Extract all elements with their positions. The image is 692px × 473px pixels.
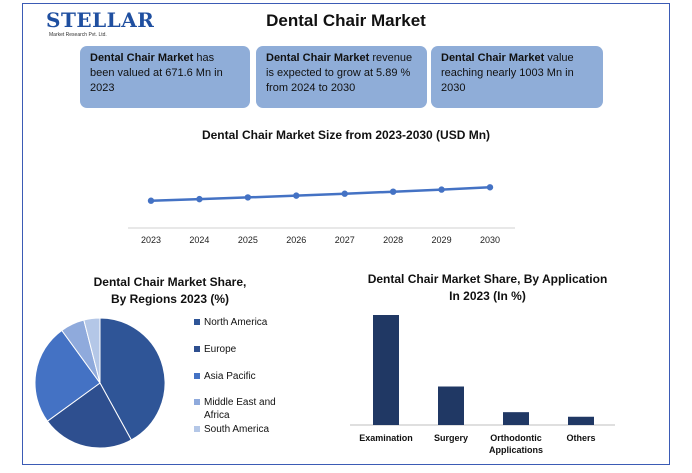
x-tick-2025: 2025: [238, 235, 258, 245]
pie-title-line-2: By Regions 2023 (%): [110, 292, 230, 306]
page-title: Dental Chair Market: [266, 11, 426, 30]
bar-category-label: Applications: [489, 445, 543, 455]
pie-slice-north-america: [99, 317, 166, 441]
pie-slice-asia-pacific: [34, 329, 101, 422]
x-tick-2023: 2023: [141, 235, 161, 245]
info-card-valuation: Dental Chair Market has been valued at 6…: [80, 46, 250, 108]
bar-others: [568, 416, 594, 425]
legend-label: Europe: [204, 344, 237, 355]
bar-orthodontic-applications: [503, 412, 529, 425]
legend-item: South America: [194, 423, 294, 436]
info-card-text: value reaching nearly 1003 Mn in 2030: [441, 52, 574, 94]
infographic-frame: [22, 3, 670, 465]
bar-title-line-2: In 2023 (In %): [449, 289, 526, 303]
info-card-forecast: Dental Chair Market value reaching nearl…: [431, 46, 603, 108]
line-point-2028: [389, 188, 397, 195]
legend-item: Europe: [194, 343, 294, 356]
pie-title-line-1: Dental Chair Market Share,: [93, 275, 247, 289]
line-point-2030: [486, 184, 494, 191]
company-logo: STELLAR Market Research Pvt. Ltd.: [46, 8, 154, 44]
legend-label: South America: [204, 424, 270, 435]
x-tick-2024: 2024: [189, 235, 209, 245]
x-tick-2029: 2029: [432, 235, 452, 245]
info-card-text: has been valued at 671.6 Mn in 2023: [90, 52, 223, 94]
bar-category-label: Surgery: [434, 433, 468, 443]
bar-category-label: Examination: [359, 433, 413, 443]
legend-swatch: [194, 426, 200, 432]
legend-swatch: [194, 373, 200, 379]
x-tick-2030: 2030: [480, 235, 500, 245]
info-card-bold: Dental Chair Market: [90, 52, 194, 64]
legend-swatch: [194, 399, 200, 405]
x-tick-2028: 2028: [383, 235, 403, 245]
legend-swatch: [194, 346, 200, 352]
info-card-growth: Dental Chair Market revenue is expected …: [256, 46, 427, 108]
legend-swatch: [194, 319, 200, 325]
legend-label: Middle East and Africa: [204, 397, 276, 421]
pie-chart-title: Dental Chair Market Share, By Regions 20…: [70, 274, 270, 308]
logo-text: STELLAR: [46, 8, 155, 32]
x-tick-2026: 2026: [286, 235, 306, 245]
bar-title-line-1: Dental Chair Market Share, By Applicatio…: [367, 272, 608, 286]
pie-slice-south-america: [83, 317, 101, 384]
bar-category-label: Orthodontic: [490, 433, 542, 443]
line-point-2024: [196, 195, 203, 203]
pie-slice-europe: [46, 382, 132, 449]
line-point-2027: [341, 190, 348, 197]
line-chart-title: Dental Chair Market Size from 2023-2030 …: [201, 128, 491, 142]
legend-label: North America: [204, 317, 268, 328]
info-card-bold: Dental Chair Market: [266, 52, 370, 64]
logo-subtitle: Market Research Pvt. Ltd.: [49, 32, 107, 38]
line-point-2026: [293, 192, 300, 199]
info-card-text: revenue is expected to grow at 5.89 % fr…: [266, 52, 413, 94]
info-card-bold: Dental Chair Market: [441, 52, 545, 64]
bar-surgery: [438, 386, 464, 425]
legend-label: Asia Pacific: [204, 371, 256, 382]
line-point-2029: [438, 186, 445, 193]
legend-item: Middle East and Africa: [194, 396, 294, 422]
x-tick-2027: 2027: [335, 235, 355, 245]
line-point-2025: [244, 194, 252, 201]
bar-examination: [373, 315, 399, 425]
legend-item: North America: [194, 316, 294, 329]
bar-category-label: Others: [566, 433, 595, 443]
line-point-2023: [147, 197, 155, 204]
bar-chart-title: Dental Chair Market Share, By Applicatio…: [355, 271, 620, 305]
line-series: [150, 186, 491, 202]
legend-item: Asia Pacific: [194, 370, 294, 383]
